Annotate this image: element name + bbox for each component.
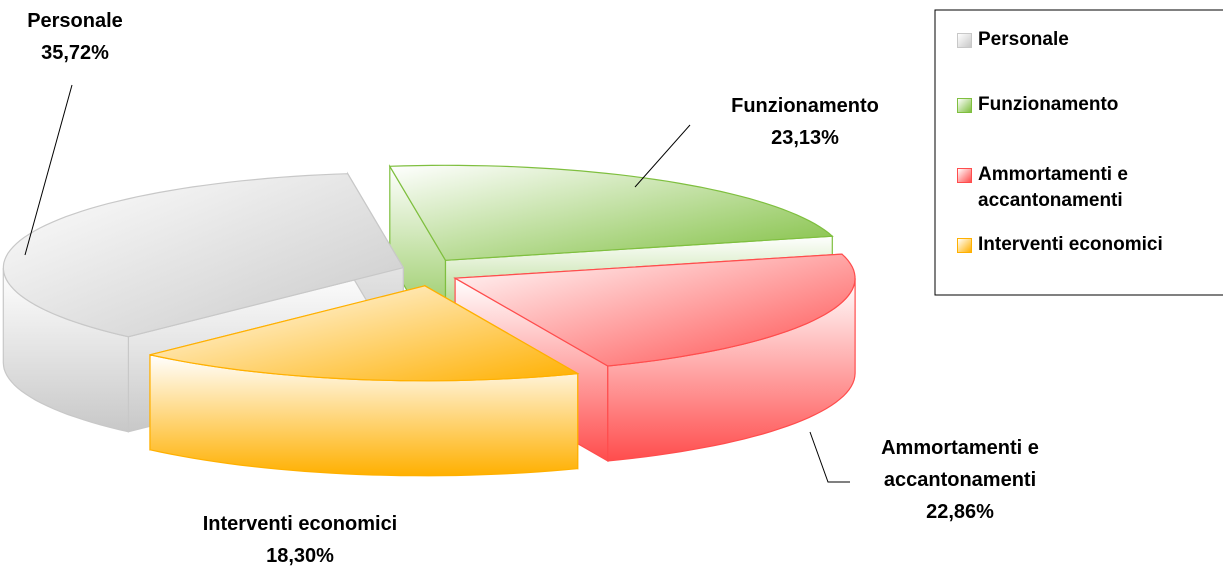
data-label: Personale 35,72% <box>0 5 175 69</box>
label-value: 35,72% <box>41 42 109 64</box>
legend-label: Personale <box>978 29 1069 50</box>
slice <box>453 253 856 463</box>
label-name: Personale <box>27 10 123 32</box>
legend-swatch <box>957 168 972 183</box>
slice <box>149 284 580 477</box>
legend-swatch <box>957 98 972 113</box>
slice <box>149 285 580 382</box>
leader-line <box>24 84 73 256</box>
slice <box>388 164 834 261</box>
label-name: Funzionamento <box>731 95 879 117</box>
legend-swatch <box>957 33 972 48</box>
data-label: Interventi economici 18,30% <box>165 508 435 572</box>
slice <box>2 173 405 338</box>
data-label: Funzionamento 23,13% <box>700 90 910 154</box>
label-value: 18,30% <box>266 545 334 567</box>
data-label: Ammortamenti e accantonamenti 22,86% <box>845 432 1075 528</box>
slice <box>453 253 856 367</box>
leader-line <box>809 431 850 483</box>
pie <box>2 164 856 477</box>
legend-box <box>934 9 1223 296</box>
legend-label: Ammortamenti e accantonamenti <box>978 164 1128 211</box>
label-value: 23,13% <box>771 127 839 149</box>
label-name: Interventi economici <box>202 513 398 535</box>
label-value: 22,86% <box>926 501 994 523</box>
leader-line <box>634 124 691 188</box>
legend-label: Funzionamento <box>978 94 1119 115</box>
legend-swatch <box>957 238 972 253</box>
legend-label: Interventi economici <box>978 234 1163 255</box>
label-name: Ammortamenti e accantonamenti <box>881 437 1039 491</box>
